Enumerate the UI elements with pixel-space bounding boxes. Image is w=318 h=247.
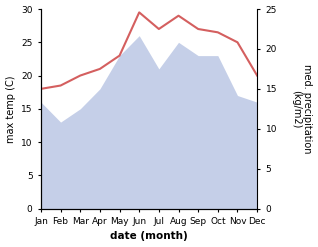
- Y-axis label: max temp (C): max temp (C): [5, 75, 16, 143]
- X-axis label: date (month): date (month): [110, 231, 188, 242]
- Y-axis label: med. precipitation
(kg/m2): med. precipitation (kg/m2): [291, 64, 313, 154]
